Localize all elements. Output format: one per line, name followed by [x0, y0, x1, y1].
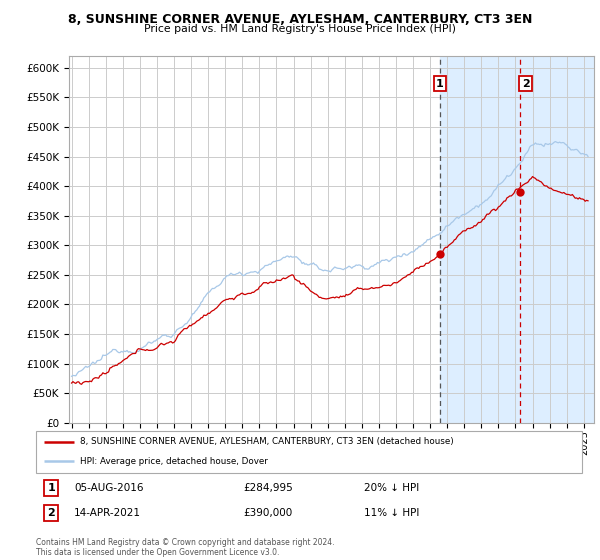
Text: 14-APR-2021: 14-APR-2021 — [74, 508, 141, 518]
Text: 2: 2 — [47, 508, 55, 518]
FancyBboxPatch shape — [36, 431, 582, 473]
Text: £284,995: £284,995 — [244, 483, 293, 493]
Text: HPI: Average price, detached house, Dover: HPI: Average price, detached house, Dove… — [80, 457, 268, 466]
Text: 8, SUNSHINE CORNER AVENUE, AYLESHAM, CANTERBURY, CT3 3EN (detached house): 8, SUNSHINE CORNER AVENUE, AYLESHAM, CAN… — [80, 437, 454, 446]
Text: 20% ↓ HPI: 20% ↓ HPI — [364, 483, 419, 493]
Text: 1: 1 — [436, 78, 444, 88]
Text: 05-AUG-2016: 05-AUG-2016 — [74, 483, 144, 493]
Text: 8, SUNSHINE CORNER AVENUE, AYLESHAM, CANTERBURY, CT3 3EN: 8, SUNSHINE CORNER AVENUE, AYLESHAM, CAN… — [68, 13, 532, 26]
Text: Price paid vs. HM Land Registry's House Price Index (HPI): Price paid vs. HM Land Registry's House … — [144, 24, 456, 34]
Text: Contains HM Land Registry data © Crown copyright and database right 2024.
This d: Contains HM Land Registry data © Crown c… — [36, 538, 335, 557]
Text: 1: 1 — [47, 483, 55, 493]
Text: £390,000: £390,000 — [244, 508, 293, 518]
Text: 2: 2 — [522, 78, 530, 88]
Bar — [440, 56, 596, 423]
Text: 11% ↓ HPI: 11% ↓ HPI — [364, 508, 419, 518]
